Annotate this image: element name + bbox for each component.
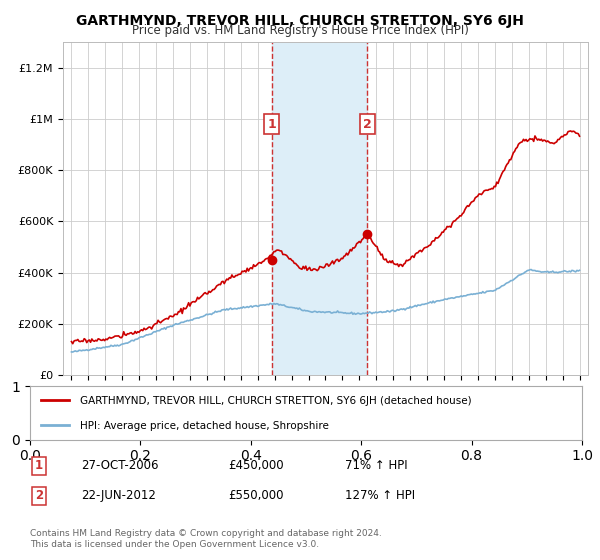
Text: 22-JUN-2012: 22-JUN-2012 (81, 489, 156, 502)
Text: Price paid vs. HM Land Registry's House Price Index (HPI): Price paid vs. HM Land Registry's House … (131, 24, 469, 37)
Text: GARTHMYND, TREVOR HILL, CHURCH STRETTON, SY6 6JH: GARTHMYND, TREVOR HILL, CHURCH STRETTON,… (76, 14, 524, 28)
Text: 1: 1 (35, 459, 43, 473)
Text: HPI: Average price, detached house, Shropshire: HPI: Average price, detached house, Shro… (80, 421, 329, 431)
Text: £450,000: £450,000 (228, 459, 284, 473)
Bar (272, 42, 367, 375)
Text: 1: 1 (267, 118, 276, 130)
Text: GARTHMYND, TREVOR HILL, CHURCH STRETTON, SY6 6JH (detached house): GARTHMYND, TREVOR HILL, CHURCH STRETTON,… (80, 396, 472, 406)
Text: 71% ↑ HPI: 71% ↑ HPI (345, 459, 407, 473)
Text: Contains HM Land Registry data © Crown copyright and database right 2024.
This d: Contains HM Land Registry data © Crown c… (30, 529, 382, 549)
Text: £550,000: £550,000 (228, 489, 284, 502)
Text: 27-OCT-2006: 27-OCT-2006 (81, 459, 158, 473)
Text: 127% ↑ HPI: 127% ↑ HPI (345, 489, 415, 502)
Text: 2: 2 (363, 118, 372, 130)
Text: 2: 2 (35, 489, 43, 502)
